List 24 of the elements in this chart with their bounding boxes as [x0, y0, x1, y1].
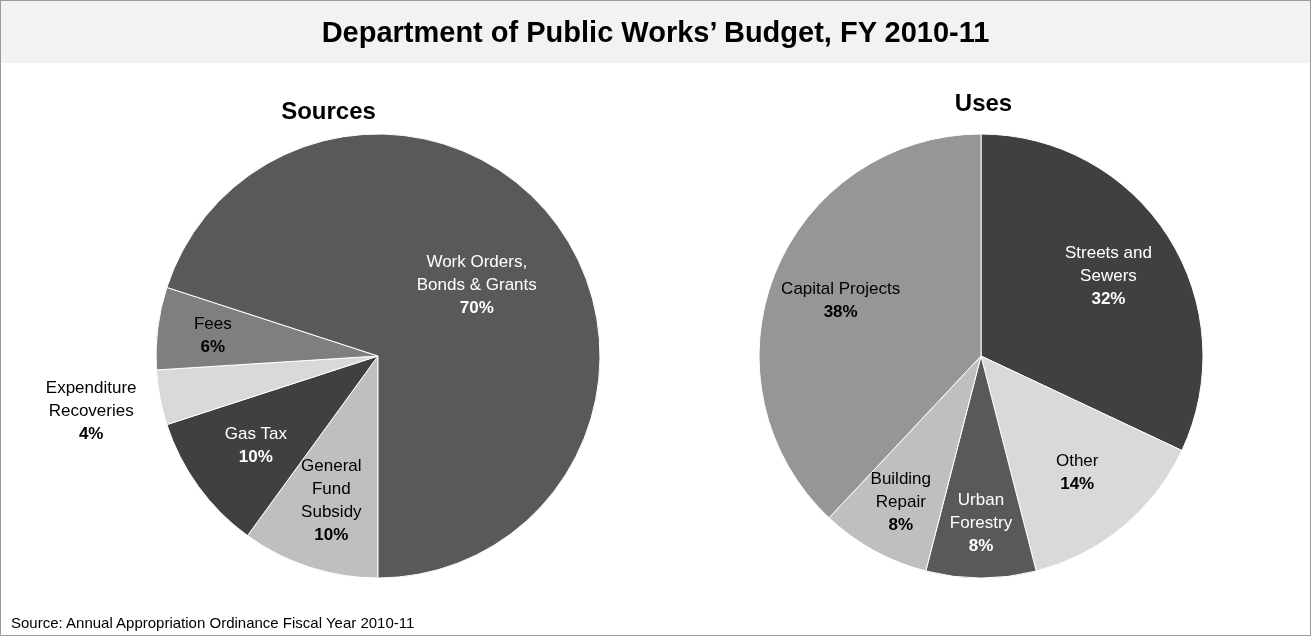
text: Department of Public Works’ Budget, FY 2010-11	[1, 1, 1310, 63]
slice-label: Capital Projects	[781, 279, 901, 299]
data-label: 6%	[200, 337, 226, 357]
slice-label: Other	[1055, 451, 1099, 471]
data-label: 70%	[459, 297, 494, 317]
data-label: 10%	[314, 524, 349, 544]
slice-label: Expenditure Recoveries	[45, 378, 137, 421]
data-label: 14%	[1060, 474, 1095, 494]
slice-label: Work Orders, Bonds & Grants	[416, 251, 537, 294]
data-label: 4%	[78, 424, 104, 444]
data-label: 10%	[238, 446, 273, 466]
slice-label: Streets and Sewers	[1064, 242, 1152, 285]
source-note: Source: Annual Appropriation Ordinance Fiscal Year 2010-11	[11, 614, 415, 631]
data-label: 8%	[968, 536, 994, 555]
slice-label: Urban Forestry	[949, 490, 1013, 532]
slice-label: Building Repair	[870, 469, 932, 512]
data-label: 32%	[1091, 288, 1126, 308]
data-label: 38%	[823, 302, 858, 322]
slice-label: Fees	[193, 314, 232, 334]
chart-title: Sources	[281, 96, 376, 124]
chart-title: Uses	[954, 88, 1013, 116]
slice-label: Gas Tax	[224, 423, 288, 443]
slice-label: General Fund Subsidy	[301, 455, 363, 521]
data-label: 8%	[888, 515, 914, 535]
